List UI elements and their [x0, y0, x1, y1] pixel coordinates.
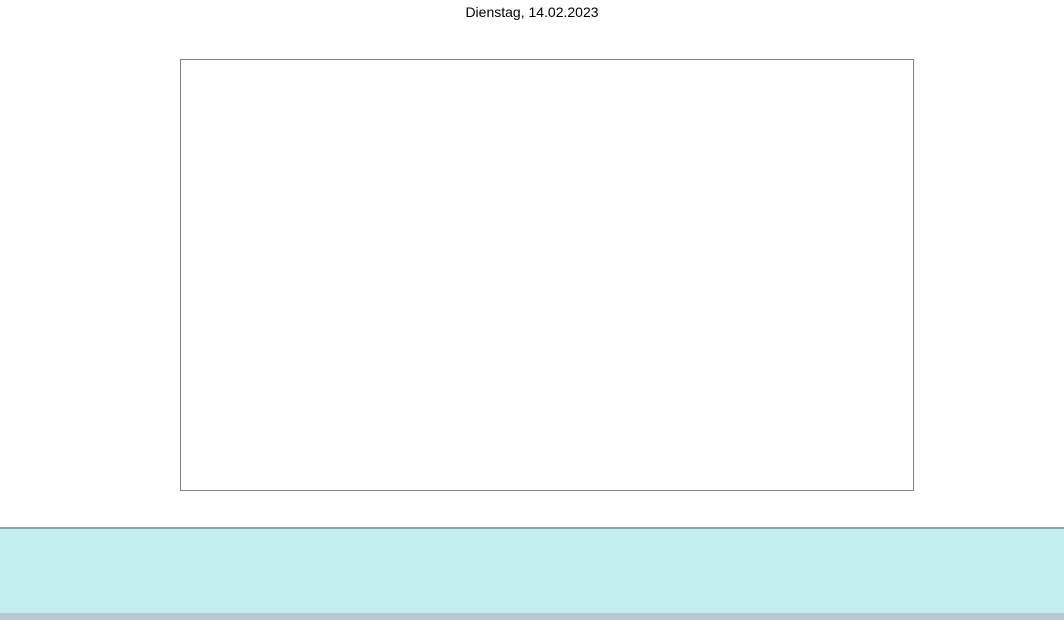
plot-border: [180, 59, 914, 491]
bottom-strip: [0, 613, 1064, 620]
plot-area: [181, 60, 913, 490]
page-title: Dienstag, 14.02.2023: [465, 4, 599, 20]
statistics-table: [0, 527, 1064, 615]
